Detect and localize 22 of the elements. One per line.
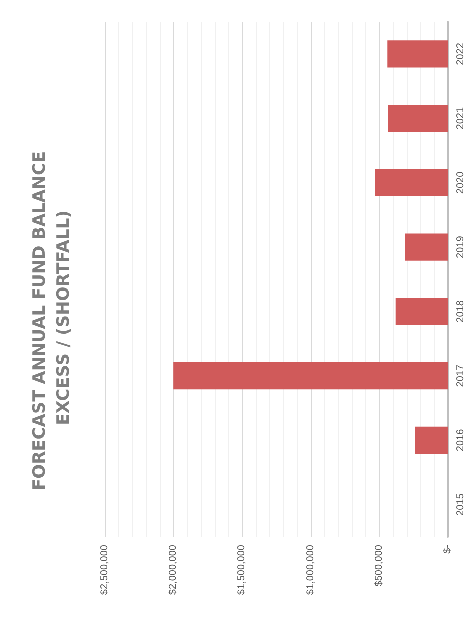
x-tick-label: $2,000,000 (168, 544, 180, 596)
x-tick-label: $1,500,000 (236, 544, 248, 596)
y-tick-label: 2021 (456, 107, 466, 130)
y-tick-label: 2020 (456, 171, 466, 194)
y-tick-label: 2016 (456, 428, 466, 452)
text: FORECAST ANNUAL FUND BALANCE EXCESS / (SHORTFALL) (30, 146, 74, 490)
bar (415, 426, 448, 454)
x-tick-label: $2,500,000 (100, 544, 110, 596)
x-tick-label: $1,000,000 (305, 544, 316, 596)
x-tick-label: $500,000 (374, 544, 385, 587)
bar (388, 40, 448, 68)
bar (396, 298, 448, 326)
y-tick-label: 2019 (456, 236, 466, 258)
bar (405, 234, 448, 261)
y-tick-label: 2015 (456, 493, 466, 516)
y-tick-label: 2017 (456, 364, 466, 388)
bar (174, 362, 448, 390)
bar (375, 169, 448, 196)
y-tick-label: 2018 (456, 300, 466, 323)
bar (388, 105, 448, 132)
y-tick-label: 2022 (456, 42, 466, 66)
x-tick-label: $- (442, 545, 454, 554)
